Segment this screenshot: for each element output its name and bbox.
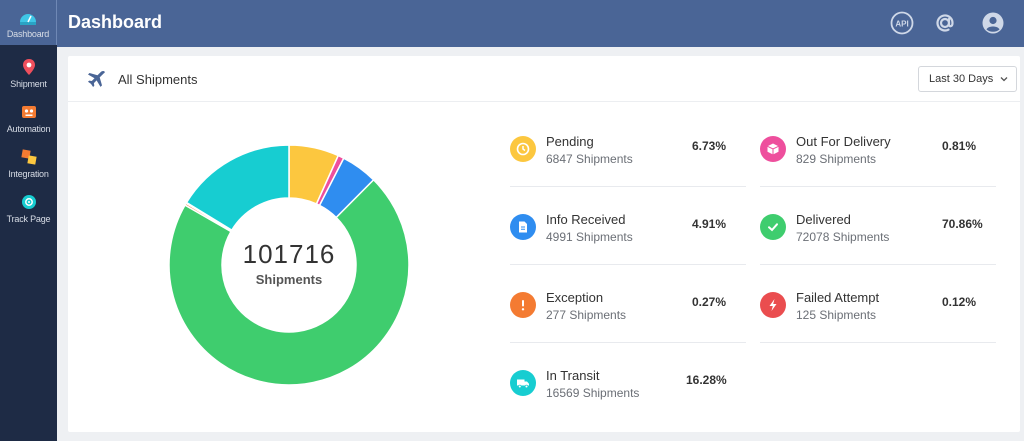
- stat-percent: 16.28%: [686, 373, 727, 387]
- total-shipments-label: Shipments: [255, 272, 323, 287]
- stat-in-transit: In Transit 16569 Shipments 16.28%: [510, 366, 750, 426]
- stat-name: Exception: [546, 290, 604, 305]
- status-icon-badge: [510, 214, 536, 240]
- stat-percent: 6.73%: [692, 139, 727, 153]
- status-icon-badge: [760, 136, 786, 162]
- package-icon: [767, 143, 779, 155]
- sidebar-item-label: Integration: [8, 169, 49, 179]
- stat-count: 6847 Shipments: [546, 152, 633, 166]
- sidebar: Dashboard Shipment Automation Integratio…: [0, 0, 57, 441]
- sidebar-item-label: Dashboard: [6, 29, 50, 39]
- stat-delivered: Delivered 72078 Shipments 70.86%: [760, 210, 1000, 270]
- robot-icon: [21, 106, 36, 118]
- date-range-select[interactable]: Last 30 Days: [918, 66, 1017, 92]
- stat-count: 4991 Shipments: [546, 230, 633, 244]
- stat-count: 277 Shipments: [546, 308, 627, 322]
- api-icon[interactable]: API: [890, 11, 914, 35]
- card-title: All Shipments: [118, 72, 198, 87]
- stat-name: Failed Attempt: [796, 290, 880, 305]
- divider: [510, 186, 746, 187]
- track-page-icon: [21, 195, 36, 209]
- stat-percent: 70.86%: [942, 217, 983, 231]
- lightning-icon: [769, 299, 777, 311]
- status-icon-badge: [760, 214, 786, 240]
- divider: [760, 186, 996, 187]
- stat-pending: Pending 6847 Shipments 6.73%: [510, 132, 750, 192]
- divider: [760, 342, 996, 343]
- status-icon-badge: [760, 292, 786, 318]
- sidebar-item-label: Track Page: [6, 214, 51, 224]
- clock-icon: [516, 142, 530, 156]
- chevron-down-icon: [1000, 77, 1008, 82]
- stat-percent: 4.91%: [692, 217, 727, 231]
- stat-percent: 0.81%: [942, 139, 977, 153]
- stat-name: Out For Delivery: [796, 134, 891, 149]
- stat-exception: Exception 277 Shipments 0.27%: [510, 288, 750, 348]
- page-title: Dashboard: [68, 12, 163, 32]
- stat-name: Info Received: [546, 212, 626, 227]
- card-header: All Shipments Last 30 Days: [68, 56, 1020, 102]
- dashboard-icon: [20, 14, 36, 25]
- shipments-card: All Shipments Last 30 Days 101716 Shipme…: [68, 56, 1020, 432]
- divider: [510, 264, 746, 265]
- donut-chart-svg: [168, 144, 410, 386]
- divider: [510, 342, 746, 343]
- stat-name: Delivered: [796, 212, 851, 227]
- date-range-label: Last 30 Days: [929, 73, 994, 85]
- sidebar-item-automation[interactable]: Automation: [0, 95, 57, 140]
- location-pin-icon: [22, 59, 35, 75]
- sidebar-item-label: Shipment: [10, 79, 47, 89]
- stat-percent: 0.12%: [942, 295, 977, 309]
- document-icon: [519, 221, 527, 233]
- sidebar-item-shipment[interactable]: Shipment: [0, 50, 57, 95]
- user-avatar-icon[interactable]: [981, 11, 1005, 35]
- total-shipments-count: 101716: [242, 239, 336, 269]
- truck-icon: [517, 379, 529, 389]
- stat-name: In Transit: [546, 368, 600, 383]
- stat-count: 125 Shipments: [796, 308, 877, 322]
- airplane-icon: [88, 70, 105, 87]
- stat-count: 829 Shipments: [796, 152, 877, 166]
- stat-name: Pending: [546, 134, 594, 149]
- stat-count: 16569 Shipments: [546, 386, 640, 400]
- donut-chart: 101716 Shipments: [168, 144, 410, 386]
- sidebar-item-dashboard[interactable]: Dashboard: [0, 0, 57, 45]
- api-icon-label: API: [895, 20, 908, 29]
- stat-out-for-delivery: Out For Delivery 829 Shipments 0.81%: [760, 132, 1000, 192]
- exclamation-icon: [521, 300, 525, 311]
- sidebar-item-track-page[interactable]: Track Page: [0, 185, 57, 230]
- top-bar: Dashboard API: [57, 0, 1024, 47]
- sidebar-item-label: Automation: [6, 124, 51, 134]
- stat-percent: 0.27%: [692, 295, 727, 309]
- stat-count: 72078 Shipments: [796, 230, 890, 244]
- sidebar-item-integration[interactable]: Integration: [0, 140, 57, 185]
- check-icon: [768, 223, 778, 232]
- status-icon-badge: [510, 370, 536, 396]
- at-sign-icon[interactable]: [933, 11, 957, 35]
- divider: [760, 264, 996, 265]
- integration-icon: [20, 149, 37, 165]
- stat-failed-attempt: Failed Attempt 125 Shipments 0.12%: [760, 288, 1000, 348]
- status-icon-badge: [510, 292, 536, 318]
- stat-info-received: Info Received 4991 Shipments 4.91%: [510, 210, 750, 270]
- donut-slice-in-transit[interactable]: [185, 144, 290, 232]
- status-icon-badge: [510, 136, 536, 162]
